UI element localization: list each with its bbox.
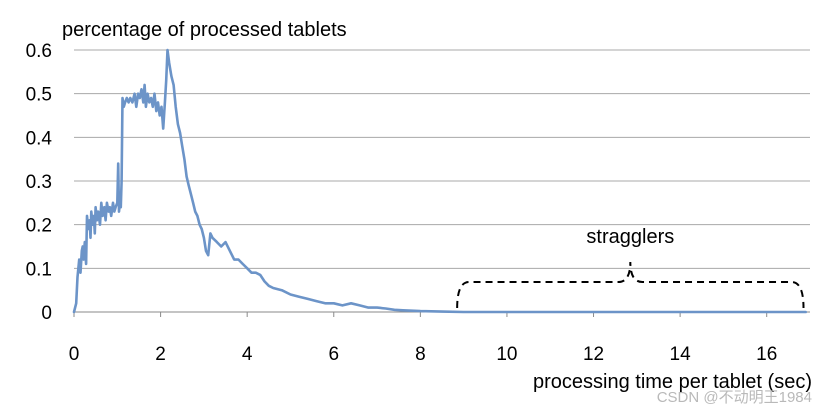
watermark: CSDN @不动明王1984 xyxy=(657,389,812,406)
y-tick-label: 0.1 xyxy=(26,259,52,280)
gridlines xyxy=(74,49,810,313)
x-axis-label: processing time per tablet (sec) xyxy=(533,371,812,393)
y-tick-labels: 0 0.1 0.2 0.3 0.4 0.5 0.6 xyxy=(26,41,53,324)
y-tick-label: 0.2 xyxy=(26,216,52,237)
y-tick-label: 0.3 xyxy=(26,172,52,193)
x-tick-label: 16 xyxy=(756,344,777,365)
stragglers-brace xyxy=(456,261,805,309)
x-tick-label: 8 xyxy=(415,344,426,365)
x-tick-label: 0 xyxy=(69,344,80,365)
y-axis-label: percentage of processed tablets xyxy=(62,19,347,41)
y-tick-label: 0.4 xyxy=(26,128,53,149)
x-tick-label: 2 xyxy=(155,344,166,365)
x-tick-label: 6 xyxy=(328,344,339,365)
y-tick-label: 0.6 xyxy=(26,41,52,62)
x-tick-label: 12 xyxy=(583,344,604,365)
x-tick-label: 14 xyxy=(670,344,692,365)
x-tick-labels: 0 2 4 6 8 10 12 14 16 xyxy=(69,312,777,365)
series-line xyxy=(72,48,807,314)
x-tick-label: 4 xyxy=(242,344,253,365)
x-tick-label: 10 xyxy=(496,344,517,365)
y-tick-label: 0.5 xyxy=(26,85,52,106)
y-tick-label: 0 xyxy=(41,303,52,324)
stragglers-annotation: stragglers xyxy=(586,226,674,248)
